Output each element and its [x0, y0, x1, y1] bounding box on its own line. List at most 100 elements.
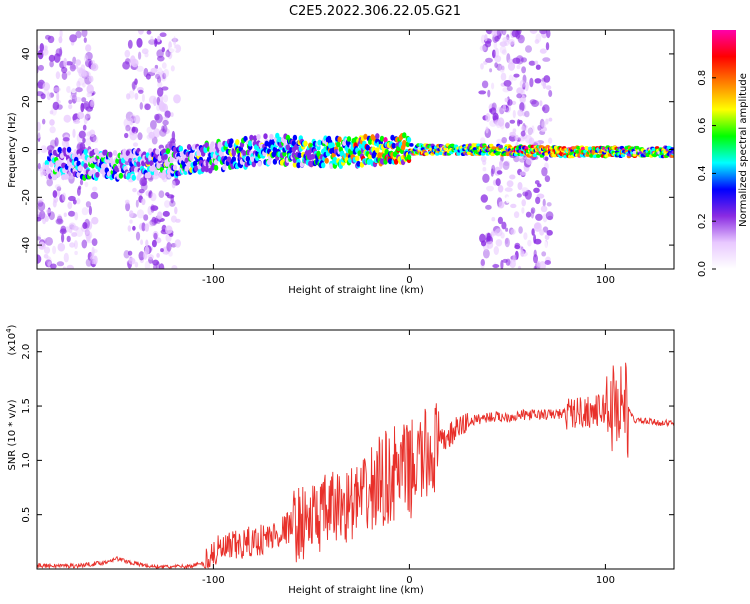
heatmap-noise-cell [519, 171, 527, 176]
snr-ylabel: SNR (10 * v/v) [7, 399, 18, 470]
heatmap-noise-cell [505, 227, 509, 232]
heatmap-noise-cell [49, 60, 54, 68]
heatmap-ridge-cell [336, 141, 341, 148]
heatmap-noise-cell [74, 250, 78, 256]
heatmap-ridge-cell [580, 146, 586, 151]
heatmap-noise-cell [499, 45, 507, 54]
heatmap-noise-cell [43, 253, 49, 259]
heatmap-noise-cell [524, 81, 529, 92]
heatmap-noise-cell [496, 170, 503, 175]
heatmap-ridge-cell [57, 146, 62, 153]
heatmap-ridge-cell [178, 145, 184, 152]
heatmap-ridge-cell [166, 168, 172, 175]
heatmap-ridge-cell [472, 147, 478, 151]
heatmap-ridge-cell [596, 154, 601, 158]
heatmap-noise-cell [89, 129, 96, 137]
heatmap-noise-cell [535, 213, 543, 221]
heatmap-noise-cell [124, 199, 130, 205]
heatmap-noise-cell [540, 126, 547, 132]
heatmap-noise-cell [83, 54, 89, 62]
heatmap-noise-cell [151, 136, 158, 145]
heatmap-noise-cell [165, 49, 171, 58]
heatmap-ridge-cell [383, 137, 388, 143]
heatmap-noise-cell [69, 94, 78, 99]
heatmap-noise-cell [518, 226, 523, 234]
heatmap-noise-cell [140, 239, 144, 245]
heatmap-noise-cell [144, 260, 151, 269]
heatmap-noise-cell [508, 134, 517, 142]
heatmap-noise-cell [62, 137, 70, 142]
heatmap-noise-cell [69, 242, 76, 248]
heatmap-noise-cell [80, 102, 85, 113]
heatmap-ridge-cell [242, 150, 247, 157]
y-tick-label: -20 [21, 189, 32, 205]
heatmap-noise-cell [165, 192, 170, 197]
heatmap-noise-cell [86, 84, 94, 95]
heatmap-ridge-cell [296, 162, 301, 169]
heatmap-noise-cell [62, 266, 67, 269]
heatmap-noise-cell [484, 34, 488, 42]
heatmap-ridge-cell [204, 142, 209, 149]
heatmap-noise-cell [136, 65, 144, 72]
heatmap-noise-cell [72, 128, 76, 138]
heatmap-noise-cell [37, 200, 44, 207]
heatmap-noise-cell [127, 250, 133, 256]
heatmap-noise-cell [49, 119, 55, 126]
heatmap-noise-cell [56, 261, 65, 267]
heatmap-noise-cell [534, 39, 540, 44]
x-tick-label: -100 [202, 575, 225, 586]
heatmap-noise-cell [541, 251, 547, 257]
y-tick-label: 40 [21, 48, 32, 61]
heatmap-ridge-cell [235, 139, 240, 146]
heatmap-noise-cell [479, 45, 487, 52]
snr-panel: -100 0 100 0.5 1.0 1.5 2.0 Height of straight … [5, 324, 675, 596]
heatmap-noise-cell [85, 201, 91, 208]
colorbar-tick-label: 0.4 [697, 165, 708, 181]
heatmap-noise-cell [48, 54, 56, 62]
heatmap-noise-cell [512, 254, 517, 263]
heatmap-ridge-cell [125, 150, 131, 157]
heatmap-noise-cell [515, 30, 521, 39]
heatmap-noise-cell [68, 104, 73, 110]
heatmap-ridge-cell [489, 143, 494, 148]
heatmap-noise-cell [37, 201, 46, 212]
heatmap-noise-cell [479, 233, 486, 243]
heatmap-noise-cell [42, 162, 46, 173]
heatmap-noise-cell [157, 67, 163, 75]
heatmap-noise-cell [89, 255, 97, 265]
heatmap-noise-cell [59, 194, 66, 203]
heatmap-noise-cell [530, 207, 536, 214]
heatmap-noise-cell [534, 180, 540, 185]
heatmap-ridge-cell [163, 153, 168, 160]
heatmap-noise-cell [161, 62, 167, 69]
heatmap-noise-cell [82, 124, 87, 131]
heatmap-noise-cell [534, 78, 542, 84]
heatmap-ridge-cell [122, 148, 127, 155]
heatmap-noise-cell [525, 134, 532, 144]
snr-multiplier: (x104) [5, 324, 18, 355]
heatmap-noise-cell [74, 44, 82, 52]
heatmap-noise-cell [499, 41, 507, 47]
heatmap-noise-cell [543, 75, 551, 83]
heatmap-noise-cell [495, 30, 501, 36]
heatmap-noise-cell [520, 125, 526, 131]
heatmap-ridge-cell [52, 174, 58, 181]
heatmap-noise-cell [539, 261, 546, 269]
heatmap-noise-cell [56, 186, 62, 192]
heatmap-ridge-cell [598, 150, 603, 154]
heatmap-noise-cell [134, 92, 139, 100]
heatmap-ridge-cell [66, 146, 72, 153]
y-tick-label: 1.0 [21, 452, 32, 468]
heatmap-noise-cell [88, 75, 94, 83]
heatmap-ridge-cell [532, 153, 537, 157]
heatmap-noise-cell [83, 114, 88, 125]
heatmap-noise-cell [542, 57, 551, 62]
heatmap-noise-cell [79, 179, 84, 186]
heatmap-noise-cell [499, 64, 505, 73]
heatmap-noise-cell [482, 173, 490, 183]
heatmap-ridge-cell [654, 146, 660, 150]
heatmap-ridge-cell [126, 172, 132, 179]
heatmap-noise-cell [521, 207, 525, 214]
heatmap-noise-cell [536, 260, 541, 267]
